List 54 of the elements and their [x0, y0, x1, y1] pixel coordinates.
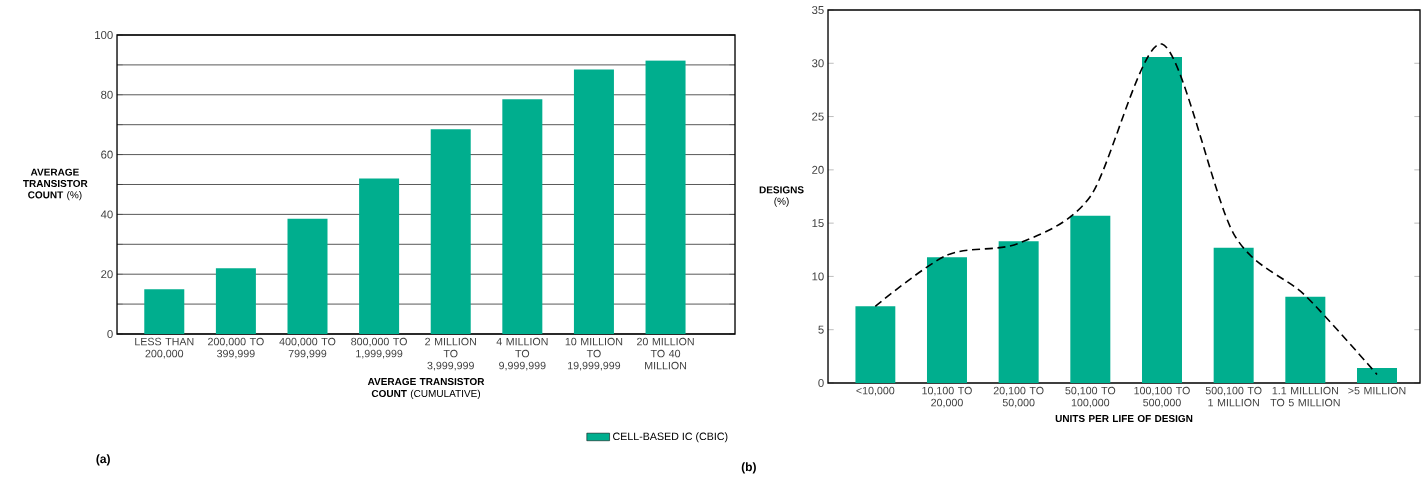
x-tick-label: 20 MILLION TO 40 MILLION [637, 337, 694, 370]
legend-label: CELL-BASED IC (CBIC) [613, 432, 728, 443]
y-axis-title: DESIGNS (%) [759, 186, 804, 207]
y-tick-label: 35 [812, 5, 824, 14]
bar [573, 69, 614, 334]
y-tick-label: 25 [812, 112, 824, 121]
y-tick-label: 5 [818, 325, 824, 334]
y-tick-label: 40 [100, 210, 113, 219]
x-tick-label: 2 MILLION TO 3,999,999 [425, 337, 476, 371]
x-tick-label: 100,100 TO 500,000 [1134, 386, 1190, 408]
y-tick-label: 0 [818, 378, 824, 387]
x-tick-label: 200,000 TO 399,999 [208, 337, 264, 359]
x-tick-label: 800,000 TO 1,999,999 [351, 337, 407, 359]
bar [359, 178, 400, 334]
x-tick-label: 20,100 TO 50,000 [993, 386, 1044, 408]
x-axis-title: UNITS PER LIFE OF DESIGN [1055, 414, 1193, 423]
x-tick-label: 10 MILLION TO 19,999,999 [565, 337, 623, 371]
x-axis-title: AVERAGE TRANSISTOR COUNT (CUMULATIVE) [367, 378, 485, 400]
bar [1070, 215, 1111, 383]
bar [998, 241, 1039, 383]
bar [645, 60, 686, 334]
y-tick-label: 30 [812, 59, 824, 68]
bar [144, 289, 185, 334]
y-axis-title: AVERAGE TRANSISTOR COUNT (%) [23, 168, 88, 201]
line-series [874, 43, 1378, 376]
text: (b) [741, 462, 756, 474]
x-tick-label: 4 MILLION TO 9,999,999 [496, 337, 548, 371]
x-tick-label: >5 MILLION [1348, 386, 1406, 395]
x-tick-label: 400,000 TO 799,999 [279, 337, 336, 359]
y-tick-label: 0 [107, 329, 113, 338]
x-tick-label: 500,100 TO 1 MILLION [1205, 386, 1262, 407]
bar [430, 129, 471, 334]
bar [287, 218, 328, 334]
y-tick-label: 15 [812, 219, 824, 228]
bar [926, 257, 967, 383]
bar [215, 268, 256, 334]
bar [1357, 368, 1398, 383]
bar [1141, 56, 1182, 383]
x-tick-label: <10,000 [856, 386, 895, 396]
bar [1285, 296, 1326, 383]
y-tick-label: 20 [101, 270, 113, 279]
y-tick-label: 10 [812, 272, 824, 281]
y-tick-label: 80 [101, 90, 113, 99]
y-tick-label: 20 [812, 165, 824, 174]
y-tick-label: 100 [95, 30, 113, 39]
text: (a) [96, 454, 110, 466]
bar [855, 306, 896, 383]
x-tick-label: LESS THAN 200,000 [135, 337, 194, 359]
x-tick-label: 1.1 MILLLION TO 5 MILLION [1270, 386, 1340, 407]
bar [1213, 247, 1254, 383]
y-tick-label: 60 [101, 150, 113, 159]
x-tick-label: 10,100 TO 20,000 [922, 386, 972, 408]
bar [502, 99, 543, 334]
x-tick-label: 50,100 TO 100,000 [1065, 386, 1116, 408]
